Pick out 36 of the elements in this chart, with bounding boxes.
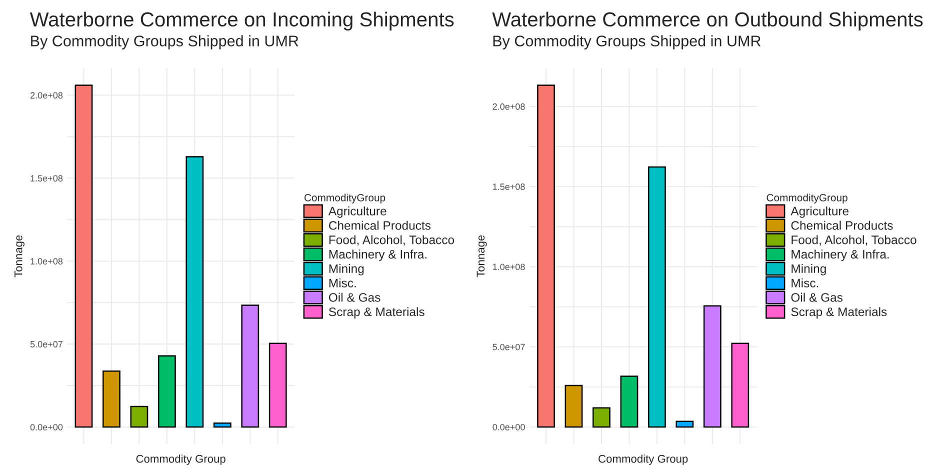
legend-label: Oil & Gas — [328, 292, 380, 302]
x-axis-title: Commodity Group — [598, 454, 688, 465]
legend-label: Mining — [329, 264, 364, 276]
y-tick-label: 1.0e+08 — [30, 258, 63, 264]
legend-label: Scrap & Materials — [791, 307, 887, 319]
y-tick-label: 1.0e+08 — [493, 264, 525, 270]
legend-label: Agriculture — [790, 206, 849, 218]
y-tick-label: 0.0e+00 — [492, 424, 525, 430]
legend-label: Machinery & Infra. — [792, 250, 889, 262]
legend-title: CommodityGroup — [304, 194, 386, 204]
y-axis-title: Tonnage — [14, 235, 24, 278]
legend-label: Chemical Products — [791, 220, 893, 230]
chart-subtitle: By Commodity Groups Shipped in UMR — [31, 35, 298, 50]
y-tick-label: 2.0e+08 — [30, 92, 63, 99]
legend-label: Misc. — [792, 278, 818, 288]
y-tick-label: 1.5e+08 — [493, 184, 525, 190]
legend-label: Mining — [792, 264, 826, 276]
legend-title: CommodityGroup — [766, 194, 848, 204]
legend-label: Food, Alcohol, Tobacco — [792, 235, 916, 246]
y-axis-title: Tonnage — [476, 235, 487, 278]
y-tick-label: 5.0e+07 — [492, 344, 525, 350]
y-tick-label: 0.0e+00 — [30, 424, 63, 430]
chart-subtitle: By Commodity Groups Shipped in UMR — [493, 35, 761, 50]
legend-label: Machinery & Infra. — [329, 250, 426, 262]
y-tick-label: 1.5e+08 — [30, 175, 63, 182]
legend-label: Scrap & Materials — [328, 307, 424, 319]
y-tick-label: 5.0e+07 — [30, 341, 62, 348]
chart-title: Waterborne Commerce on Outbound Shipments — [492, 12, 923, 31]
legend-label: Oil & Gas — [791, 292, 843, 302]
legend-label: Misc. — [329, 278, 356, 288]
y-tick-label: 2.0e+08 — [492, 103, 525, 110]
legend-label: Agriculture — [328, 206, 386, 218]
legend-label: Chemical Products — [329, 220, 431, 230]
chart-title: Waterborne Commerce on Incoming Shipments — [30, 12, 454, 31]
legend-label: Food, Alcohol, Tobacco — [329, 235, 454, 246]
x-axis-title: Commodity Group — [136, 454, 226, 465]
